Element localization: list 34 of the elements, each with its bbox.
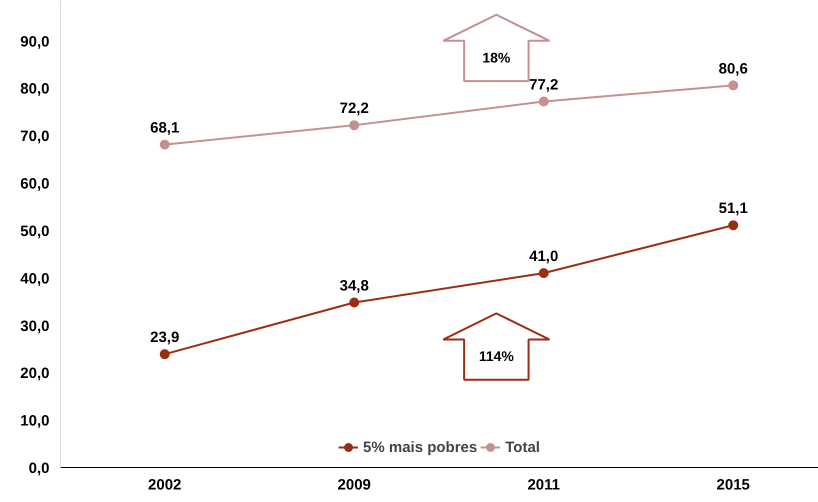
data-label: 23,9 (150, 329, 180, 346)
y-tick-label: 40,0 (20, 270, 50, 288)
y-tick-label: 50,0 (20, 222, 50, 240)
point (160, 349, 170, 360)
y-tick-label: 70,0 (20, 128, 50, 146)
data-label: 72,2 (340, 100, 369, 118)
y-tick-label: 80,0 (20, 80, 50, 98)
x-tick-label: 2009 (338, 476, 371, 494)
data-label: 68,1 (150, 120, 180, 137)
point (160, 140, 170, 150)
data-label: 34,8 (340, 278, 369, 295)
point (728, 80, 738, 90)
x-tick-label: 2015 (716, 476, 750, 494)
x-tick-label: 2002 (148, 476, 182, 494)
point (538, 268, 549, 278)
y-tick-label: 90,0 (20, 33, 50, 50)
data-label: 80,6 (718, 60, 748, 78)
y-tick-label: 0,0 (28, 460, 50, 477)
y-tick-label: 60,0 (20, 176, 50, 193)
point (349, 120, 360, 130)
x-tick-label: 2011 (527, 476, 560, 494)
y-tick-label: 10,0 (20, 412, 50, 430)
data-label: 51,1 (718, 200, 748, 218)
point (538, 96, 549, 106)
data-label: 77,2 (529, 76, 558, 94)
point (728, 220, 738, 230)
y-tick-label: 20,0 (20, 365, 50, 382)
legend-label: 5% mais pobres (363, 438, 478, 456)
annotation: 18% (482, 49, 511, 66)
data-label: 41,0 (529, 248, 558, 266)
point (349, 298, 360, 308)
legend-label: Total (505, 438, 540, 456)
y-tick-label: 30,0 (20, 318, 50, 335)
annotation: 114% (478, 348, 514, 364)
